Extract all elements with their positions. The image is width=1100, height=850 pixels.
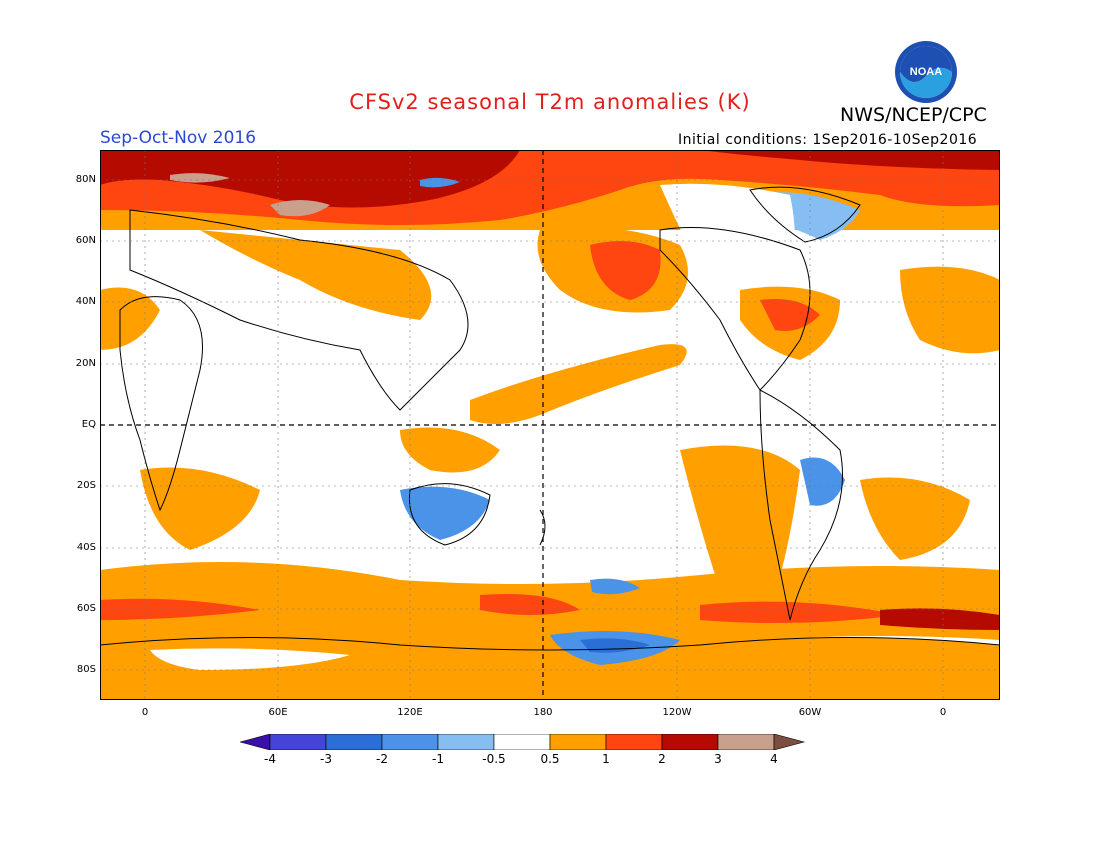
colorbar-tick-label: -4 xyxy=(264,752,276,766)
grid-lines xyxy=(100,150,1000,700)
lat-label-eq: EQ xyxy=(81,419,96,430)
northern-midlatitude-warm xyxy=(100,227,1000,360)
colorbar-tick-label: -3 xyxy=(320,752,332,766)
svg-text:NOAA: NOAA xyxy=(910,66,942,78)
colorbar-tick-label: 3 xyxy=(714,752,722,766)
colorbar-tick-label: 1 xyxy=(602,752,610,766)
colorbar-tick-label: 4 xyxy=(770,752,778,766)
colorbar-segment xyxy=(437,734,495,750)
lat-label-40s: 40S xyxy=(76,542,96,553)
north-pacific-warm-band xyxy=(470,344,687,424)
arctic-warm-anomaly xyxy=(100,150,1000,230)
colorbar-segment xyxy=(717,734,775,750)
initial-conditions-label: Initial conditions: 1Sep2016-10Sep2016 xyxy=(678,132,978,148)
lon-label-60w: 60W xyxy=(798,707,822,718)
lat-label-20s: 20S xyxy=(76,480,96,491)
colorbar-segment xyxy=(325,734,383,750)
colorbar-segment xyxy=(381,734,439,750)
colorbar-segment xyxy=(240,734,271,750)
lon-label-120w: 120W xyxy=(662,707,692,718)
maritime-continent-warm xyxy=(400,427,500,473)
colorbar-segment xyxy=(661,734,719,750)
lat-label-40n: 40N xyxy=(75,296,96,307)
coastlines xyxy=(100,186,1000,651)
colorbar-tick-label: 2 xyxy=(658,752,666,766)
southern-ocean-cool-spot xyxy=(590,578,640,595)
lat-label-60s: 60S xyxy=(76,603,96,614)
lon-label-60e: 60E xyxy=(268,707,288,718)
map-frame xyxy=(100,150,1000,700)
colorbar-tick-label: -1 xyxy=(432,752,444,766)
lon-label-180: 180 xyxy=(533,707,553,718)
southern-ocean-warm-belt xyxy=(100,562,1000,650)
map-title: CFSv2 seasonal T2m anomalies (K) xyxy=(349,90,751,114)
australia-cool-anomaly xyxy=(400,486,490,540)
north-america-neutral xyxy=(660,183,795,293)
lon-label-0-west: 0 xyxy=(141,707,149,718)
season-label: Sep-Oct-Nov 2016 xyxy=(100,128,257,148)
lat-label-20n: 20N xyxy=(75,358,96,369)
lon-label-0-east: 0 xyxy=(939,707,947,718)
colorbar-segment xyxy=(269,734,327,750)
lat-label-80s: 80S xyxy=(76,664,96,675)
colorbar-segment xyxy=(493,734,551,750)
colorbar-tick-label: 0.5 xyxy=(540,752,560,766)
colorbar-segment xyxy=(549,734,607,750)
colorbar-segment xyxy=(605,734,663,750)
lat-label-80n: 80N xyxy=(75,174,96,185)
colorbar xyxy=(240,734,806,750)
colorbar-tick-label: -0.5 xyxy=(482,752,506,766)
anomaly-map xyxy=(100,150,1000,700)
indian-ocean-warm xyxy=(140,467,260,550)
south-atlantic-warm xyxy=(860,477,970,560)
organization-label: NWS/NCEP/CPC xyxy=(840,104,987,126)
antarctica-neutral-interior xyxy=(150,648,350,670)
south-america-cool-anomaly xyxy=(800,457,845,506)
colorbar-segment xyxy=(773,734,806,750)
lat-label-60n: 60N xyxy=(75,235,96,246)
lon-label-120e: 120E xyxy=(397,707,423,718)
colorbar-tick-label: -2 xyxy=(376,752,388,766)
noaa-logo: NOAA xyxy=(895,41,957,103)
